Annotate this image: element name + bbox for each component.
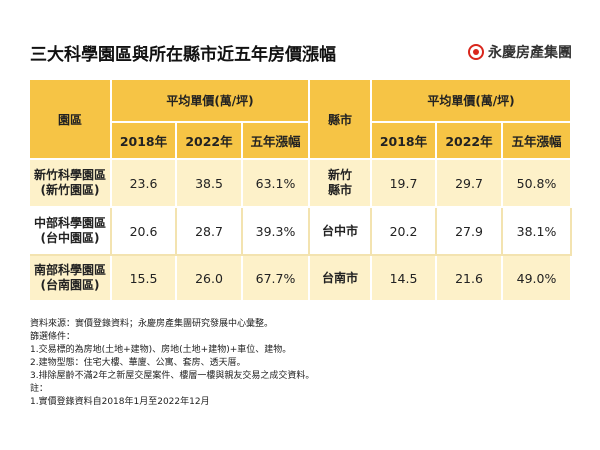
subheader-cell: 2022年 [437,123,503,160]
cell-line: 南部科學園區 [33,263,106,277]
cell-line: 中部科學園區 [33,216,106,230]
value-cell: 50.8% [503,160,572,208]
cell-line: (新竹園區) [40,183,100,197]
note-line: 3.排除屋齡不滿2年之新屋交屋案件、樓層一樓與親友交易之成交資料。 [30,371,315,381]
header-cell: 園區 [30,80,112,160]
value-cell: 20.6 [112,208,177,256]
title: 三大科學園區與所在縣市近五年房價漲幅 [30,45,336,65]
value-cell: 28.7 [177,208,243,256]
value-cell: 27.9 [437,208,503,256]
notes: 資料來源：實價登錄資料；永慶房產集團研究發展中心彙整。 篩選條件： 1.交易標的為房… [30,318,314,409]
cell-line: 新竹科學園區 [33,168,106,182]
note-line: 篩選條件： [30,332,76,342]
cell-line: 台南市 [321,270,358,285]
value-cell: 14.5 [372,256,437,302]
value-cell: 21.6 [437,256,503,302]
value-cell: 49.0% [503,256,572,302]
header-cell: 平均單價(萬/坪) [112,80,310,123]
name-cell: 中部科學園區 (台中園區) [30,208,112,256]
header-cell: 平均單價(萬/坪) [372,80,572,123]
name-cell: 台中市 [310,208,372,256]
value-cell: 67.7% [243,256,310,302]
note-line: 註： [30,384,49,394]
name-cell: 新竹 縣市 [310,160,372,208]
value-cell: 26.0 [177,256,243,302]
cell-line: 縣市 [327,183,352,197]
value-cell: 38.1% [503,208,572,256]
subheader-cell: 五年漲幅 [503,123,572,160]
value-cell: 15.5 [112,256,177,302]
cell-line: (台南園區) [40,278,100,292]
logo-icon [468,44,484,60]
value-cell: 19.7 [372,160,437,208]
name-cell: 南部科學園區 (台南園區) [30,256,112,302]
cell-line: 台中市 [321,223,358,238]
subheader-cell: 2018年 [112,123,177,160]
note-line: 1.交易標的為房地(土地+建物)、房地(土地+建物)+車位、建物。 [30,345,292,355]
header-cell: 縣市 [310,80,372,160]
subheader-cell: 2022年 [177,123,243,160]
subheader-cell: 2018年 [372,123,437,160]
note-line: 1.實價登錄資料自2018年1月至2022年12月 [30,397,210,407]
note-line: 資料來源：實價登錄資料；永慶房產集團研究發展中心彙整。 [30,319,274,329]
logo: 永慶房產集團 [468,42,572,62]
name-cell: 台南市 [310,256,372,302]
value-cell: 38.5 [177,160,243,208]
value-cell: 20.2 [372,208,437,256]
subheader-cell: 五年漲幅 [243,123,310,160]
value-cell: 39.3% [243,208,310,256]
logo-text: 永慶房產集團 [488,45,572,61]
note-line: 2.建物型態：住宅大樓、華廈、公寓、套房、透天厝。 [30,358,246,368]
value-cell: 23.6 [112,160,177,208]
cell-line: (台中園區) [40,231,100,245]
value-cell: 63.1% [243,160,310,208]
cell-line: 新竹 [327,168,352,182]
name-cell: 新竹科學園區 (新竹園區) [30,160,112,208]
value-cell: 29.7 [437,160,503,208]
